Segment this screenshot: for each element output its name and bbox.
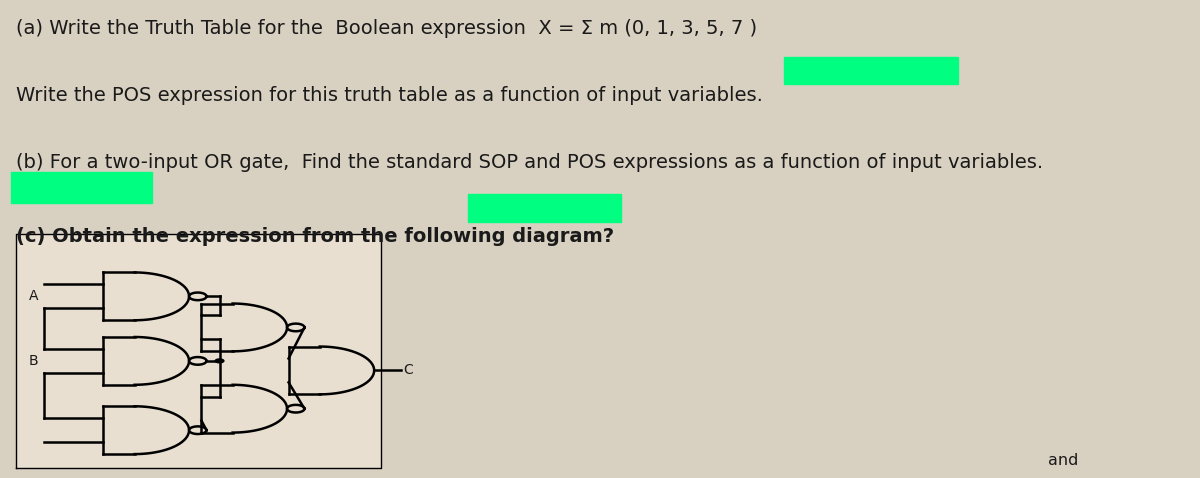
Text: B: B — [29, 354, 38, 368]
Text: (c) Obtain the expression from the following diagram?: (c) Obtain the expression from the follo… — [17, 227, 614, 246]
Bar — [11, 172, 152, 203]
Circle shape — [215, 359, 224, 363]
Text: (b) For a two-input OR gate,  Find the standard SOP and POS expressions as a fun: (b) For a two-input OR gate, Find the st… — [17, 153, 1044, 172]
Bar — [784, 57, 959, 84]
Text: C: C — [403, 363, 413, 378]
Text: (a) Write the Truth Table for the  Boolean expression  X = Σ m (0, 1, 3, 5, 7 ): (a) Write the Truth Table for the Boolea… — [17, 19, 757, 38]
Bar — [468, 194, 620, 222]
Text: A: A — [29, 289, 38, 304]
Text: Write the POS expression for this truth table as a function of input variables.: Write the POS expression for this truth … — [17, 86, 763, 105]
Bar — [17, 234, 382, 468]
Text: and: and — [1048, 454, 1078, 468]
